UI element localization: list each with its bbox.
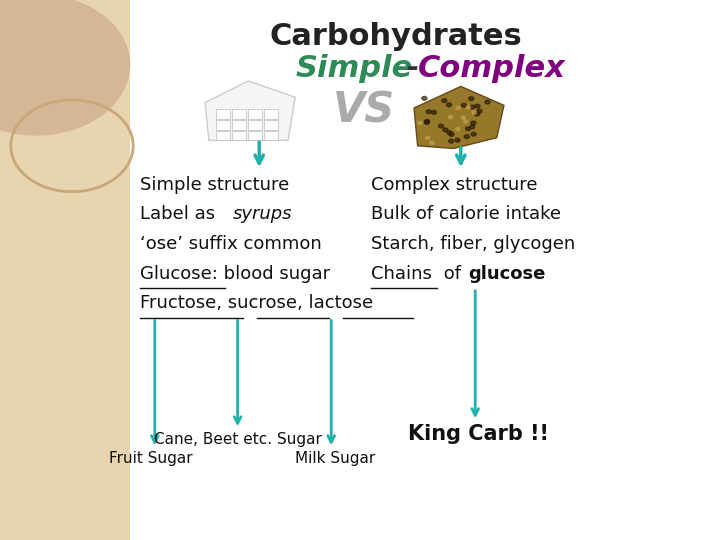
Circle shape: [456, 106, 461, 110]
Text: Bulk of calorie intake: Bulk of calorie intake: [371, 205, 561, 223]
Bar: [264, 120, 278, 130]
Bar: [232, 131, 246, 140]
Polygon shape: [205, 81, 295, 140]
Circle shape: [443, 128, 448, 132]
Circle shape: [485, 100, 490, 104]
Circle shape: [424, 119, 429, 123]
Circle shape: [472, 111, 477, 114]
Circle shape: [449, 132, 454, 136]
Text: Complex structure: Complex structure: [371, 176, 537, 193]
Circle shape: [456, 127, 460, 131]
Polygon shape: [414, 86, 504, 148]
Text: Complex: Complex: [418, 54, 565, 83]
Circle shape: [447, 131, 452, 134]
Circle shape: [471, 132, 476, 136]
Text: Fruit Sugar: Fruit Sugar: [109, 451, 193, 466]
Text: Fructose, sucrose, lactose: Fructose, sucrose, lactose: [140, 294, 374, 312]
Text: Label as: Label as: [140, 205, 221, 223]
Circle shape: [446, 103, 451, 107]
Circle shape: [469, 125, 474, 129]
Text: VS: VS: [333, 90, 395, 132]
Circle shape: [438, 124, 444, 128]
Text: King Carb !!: King Carb !!: [408, 424, 549, 444]
Bar: [216, 120, 230, 130]
Bar: [216, 131, 230, 140]
Text: syrups: syrups: [233, 205, 292, 223]
Text: Milk Sugar: Milk Sugar: [294, 451, 375, 466]
Circle shape: [474, 112, 480, 116]
Text: Cane, Beet etc. Sugar: Cane, Beet etc. Sugar: [153, 432, 322, 447]
Circle shape: [466, 127, 471, 131]
Bar: [248, 120, 262, 130]
Circle shape: [471, 121, 476, 125]
Circle shape: [475, 104, 480, 108]
Text: Chains: Chains: [371, 265, 432, 282]
Bar: [232, 120, 246, 130]
Circle shape: [464, 120, 468, 123]
Circle shape: [455, 138, 460, 142]
Circle shape: [464, 135, 469, 139]
Circle shape: [469, 97, 474, 100]
Bar: [248, 109, 262, 119]
Text: glucose: glucose: [468, 265, 545, 282]
Bar: [232, 109, 246, 119]
Circle shape: [422, 97, 427, 100]
Circle shape: [442, 99, 447, 103]
Circle shape: [430, 141, 434, 144]
Text: Glucose: blood sugar: Glucose: blood sugar: [140, 265, 330, 282]
Polygon shape: [0, 0, 130, 540]
Circle shape: [449, 116, 453, 119]
Circle shape: [418, 122, 422, 125]
Circle shape: [462, 104, 467, 107]
Circle shape: [449, 139, 454, 143]
Text: -: -: [396, 54, 430, 83]
Bar: [264, 131, 278, 140]
Text: ‘ose’ suffix common: ‘ose’ suffix common: [140, 235, 322, 253]
Bar: [216, 109, 230, 119]
Circle shape: [0, 0, 130, 135]
Text: Carbohydrates: Carbohydrates: [269, 22, 523, 51]
Bar: [264, 109, 278, 119]
Bar: [248, 131, 262, 140]
Circle shape: [461, 116, 465, 119]
Text: of: of: [438, 265, 467, 282]
Circle shape: [477, 109, 482, 113]
Circle shape: [431, 111, 436, 114]
Circle shape: [467, 106, 471, 109]
Circle shape: [426, 136, 430, 139]
Text: Starch, fiber, glycogen: Starch, fiber, glycogen: [371, 235, 575, 253]
Circle shape: [424, 120, 429, 124]
Circle shape: [470, 105, 475, 109]
Circle shape: [426, 110, 431, 113]
Text: Simple: Simple: [295, 54, 413, 83]
Text: Simple structure: Simple structure: [140, 176, 289, 193]
